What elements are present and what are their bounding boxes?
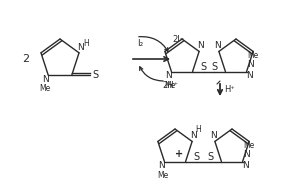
Text: Me: Me (157, 171, 168, 180)
Text: 2H⁺: 2H⁺ (162, 81, 178, 90)
Text: N: N (42, 75, 49, 84)
Text: +: + (175, 149, 183, 159)
Text: N: N (243, 150, 250, 159)
Text: H: H (195, 125, 201, 134)
Text: N: N (158, 161, 165, 170)
FancyArrowPatch shape (140, 67, 163, 81)
Text: S: S (193, 152, 200, 162)
Text: N: N (190, 131, 196, 140)
Text: N: N (197, 41, 204, 50)
Text: S: S (207, 152, 213, 162)
Text: N: N (242, 161, 249, 170)
Text: N: N (215, 41, 221, 50)
Text: I₂: I₂ (137, 39, 143, 47)
FancyArrowPatch shape (139, 37, 168, 51)
Text: N: N (165, 71, 172, 80)
Text: Me: Me (247, 51, 258, 60)
Text: Me: Me (40, 84, 51, 93)
Text: H: H (83, 39, 89, 48)
Text: Me: Me (243, 141, 254, 150)
Text: N: N (247, 60, 254, 69)
Text: 2: 2 (22, 54, 30, 64)
Text: H⁺: H⁺ (225, 84, 235, 94)
Text: N: N (210, 131, 217, 140)
Text: S: S (93, 70, 99, 80)
Text: 2I⁻: 2I⁻ (172, 35, 184, 43)
Text: N: N (246, 71, 253, 80)
Text: N: N (77, 43, 83, 52)
Text: S: S (211, 62, 218, 72)
Text: Me: Me (164, 81, 175, 90)
Text: S: S (201, 62, 207, 72)
